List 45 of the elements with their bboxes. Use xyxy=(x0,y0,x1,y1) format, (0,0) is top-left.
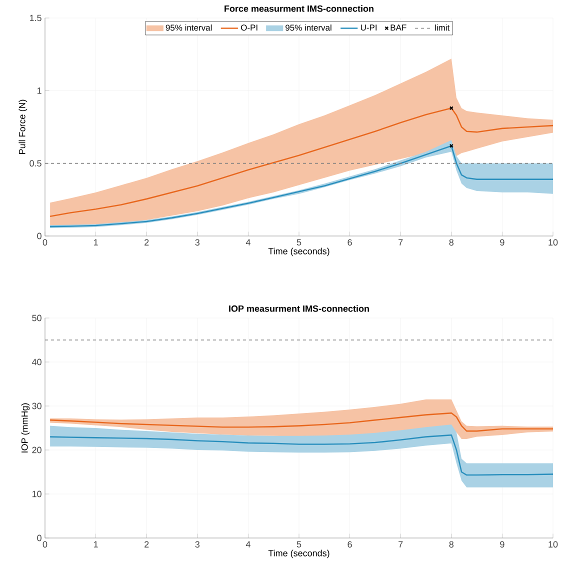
x-tick-label: 1 xyxy=(94,239,98,246)
legend-label: O-PI xyxy=(241,24,258,31)
x-tick-label: 9 xyxy=(500,541,504,548)
y-tick-label: 0 xyxy=(37,232,42,240)
y-axis-title: Pull Force (N) xyxy=(18,100,28,154)
chart-title: IOP measurment IMS-connection xyxy=(229,305,369,312)
x-tick-label: 0 xyxy=(42,541,48,548)
x-tick-label: 10 xyxy=(548,239,558,246)
annotation: 95% interval xyxy=(286,24,332,31)
x-tick-label: 0 xyxy=(42,239,48,246)
x-axis-title: Time (seconds) xyxy=(268,550,330,558)
x-tick-label: 6 xyxy=(348,541,352,548)
x-tick-label: 2 xyxy=(144,239,149,246)
legend-label: U-PI xyxy=(360,24,377,31)
x-tick-label: 8 xyxy=(449,541,454,548)
x-tick-label: 7 xyxy=(398,541,403,548)
y-tick-label: 0.5 xyxy=(30,160,42,167)
x-tick-label: 3 xyxy=(195,541,200,548)
x-tick-label: 5 xyxy=(296,541,302,548)
y-tick-label: 1 xyxy=(37,88,42,94)
y-tick-label: 1.5 xyxy=(30,14,42,22)
x-tick-label: 2 xyxy=(144,541,149,548)
y-tick-label: 30 xyxy=(32,402,42,410)
y-tick-label: 20 xyxy=(32,446,42,454)
x-tick-label: 5 xyxy=(296,239,302,246)
x-tick-label: 4 xyxy=(246,541,250,548)
x-tick-label: 7 xyxy=(398,239,403,246)
y-tick-label: 50 xyxy=(32,314,42,322)
x-axis-title: Time (seconds) xyxy=(268,248,330,256)
chart-title: Force measurment IMS-connection xyxy=(224,5,374,12)
x-tick-label: 3 xyxy=(195,239,200,246)
x-tick-label: 6 xyxy=(348,239,352,246)
x-tick-label: 1 xyxy=(94,541,98,548)
legend-label: limit xyxy=(435,24,450,31)
y-tick-label: 40 xyxy=(32,358,42,366)
y-axis-title: IOP (mmHg) xyxy=(21,403,30,452)
legend-label: BAF xyxy=(390,24,406,30)
x-tick-label: 10 xyxy=(548,541,558,548)
y-tick-label: 0 xyxy=(37,534,42,542)
x-tick-label: 4 xyxy=(246,239,250,246)
x-tick-label: 8 xyxy=(449,239,454,246)
y-tick-label: 10 xyxy=(32,490,42,498)
annotation: 95% interval xyxy=(166,24,212,31)
x-tick-label: 9 xyxy=(500,239,504,246)
line-series xyxy=(49,434,553,476)
